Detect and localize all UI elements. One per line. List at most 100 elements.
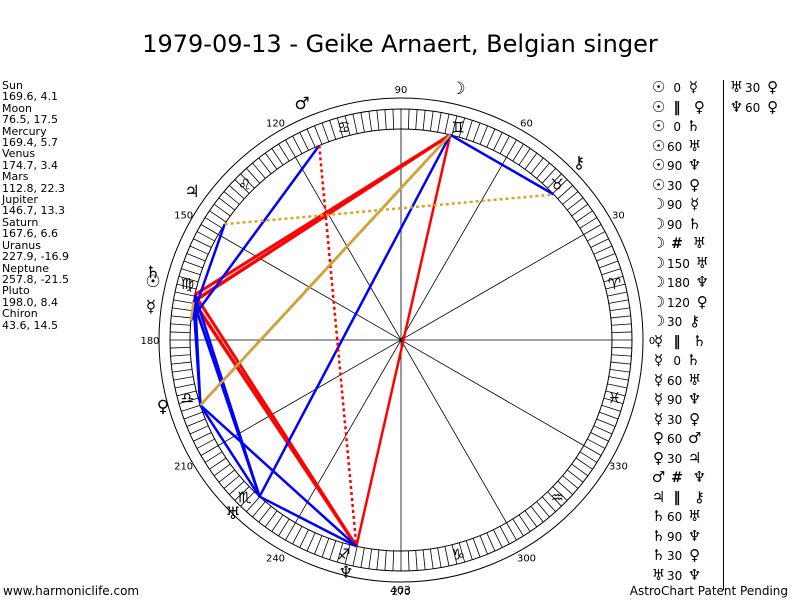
degree-tick xyxy=(178,275,199,283)
aspect-row: ♅ 30 ♀ xyxy=(728,78,781,98)
aspect-angle: 30 xyxy=(667,451,683,466)
aspect-row: ♀ 30 ♃ xyxy=(650,449,711,469)
degree-tick xyxy=(183,411,203,420)
mercury-glyph: ☿ xyxy=(146,297,156,317)
degree-tick xyxy=(611,323,632,326)
degree-tick xyxy=(493,132,503,151)
degree-label: 120 xyxy=(266,119,285,130)
aspect-planet-2: ♀ xyxy=(693,97,705,116)
degree-tick xyxy=(472,122,481,142)
degree-tick xyxy=(376,110,380,131)
degree-tick xyxy=(596,253,616,262)
planet-name: Saturn xyxy=(2,215,39,229)
aspect-row: ☽ 120 ♀ xyxy=(650,293,711,313)
degree-tick xyxy=(170,346,191,349)
degree-tick xyxy=(246,496,261,512)
degree-tick xyxy=(444,546,450,567)
aspect-planet-1: ☿ xyxy=(653,409,664,428)
aspect-line xyxy=(224,193,554,226)
degree-tick xyxy=(306,128,316,148)
degree-tick xyxy=(499,135,510,154)
degree-tick xyxy=(605,283,626,290)
degree-label: 180 xyxy=(140,336,159,347)
degree-tick xyxy=(278,518,290,537)
degree-tick xyxy=(252,501,266,518)
degree-tick xyxy=(530,506,544,523)
degree-tick xyxy=(429,111,434,132)
degree-tick xyxy=(611,346,632,349)
degree-tick xyxy=(299,132,309,151)
degree-tick xyxy=(171,361,192,365)
aspect-planet-1: ☉ xyxy=(651,156,666,174)
aspect-angle: # xyxy=(671,236,683,252)
aspect-row: ☽ 180 ♆ xyxy=(650,273,711,293)
degree-tick xyxy=(376,549,380,570)
aspect-row: ☽ 30 ⚷ xyxy=(650,312,711,332)
degree-tick xyxy=(593,425,613,435)
degree-tick xyxy=(264,152,278,170)
aspect-angle: 90 xyxy=(667,159,683,173)
degree-tick xyxy=(609,307,630,312)
aspect-planet-2: ♆ xyxy=(687,526,702,545)
aspect-angle: 60 xyxy=(667,510,683,524)
aspect-row: ☿ 60 ♅ xyxy=(650,371,711,391)
degree-tick xyxy=(608,376,629,381)
zodiac-sign-glyph: ♒ xyxy=(551,488,564,506)
aspect-planet-2: ♀ xyxy=(689,546,701,564)
aspect-line xyxy=(199,404,358,548)
degree-tick xyxy=(562,475,579,489)
degree-tick xyxy=(587,231,606,242)
aspect-angle: 120 xyxy=(667,295,690,310)
aspect-planet-1: ☿ xyxy=(653,351,664,369)
degree-tick xyxy=(264,510,278,528)
degree-tick xyxy=(415,109,418,130)
degree-tick xyxy=(603,275,624,283)
zodiac-sign-glyph: ♓ xyxy=(608,389,621,407)
aspect-planet-1: ☿ xyxy=(653,390,664,408)
aspect-angle: 30 xyxy=(667,412,683,427)
aspect-row: ☉ ‖ ♀ xyxy=(650,98,711,118)
jupiter-glyph: ♃ xyxy=(184,182,199,202)
degree-label: 300 xyxy=(517,553,536,564)
planet-values: 174.7, 3.4 xyxy=(2,158,58,172)
aspect-line xyxy=(199,133,452,407)
degree-tick xyxy=(189,245,209,255)
degree-tick xyxy=(610,315,631,319)
degree-tick xyxy=(583,224,602,235)
aspect-line xyxy=(189,301,195,321)
degree-tick xyxy=(562,191,579,205)
degree-tick xyxy=(530,157,544,174)
degree-tick xyxy=(479,535,488,555)
degree-tick xyxy=(429,548,434,569)
degree-tick xyxy=(557,480,573,495)
degree-tick xyxy=(285,522,296,541)
aspect-angle: 60 xyxy=(667,373,683,388)
aspect-line xyxy=(258,134,452,498)
aspect-angle: 60 xyxy=(667,432,683,446)
degree-label: 90 xyxy=(395,85,408,96)
degree-tick xyxy=(329,540,337,560)
aspect-table-col1: ☉ 0 ☿ ☉ ‖ ♀ ☉ 0 ♄ ☉ 60 ♅ ☉ 90 ♆ ☉ 30 ♀ ☽ 90 ☿ ☽ 90 ♄ ☽ # … xyxy=(650,78,711,585)
aspect-angle: 150 xyxy=(667,256,690,271)
aspect-row: ☽ 150 ♅ xyxy=(650,254,711,274)
aspect-row: ♆ 60 ♀ xyxy=(728,98,781,118)
degree-tick xyxy=(186,418,206,427)
degree-tick xyxy=(465,120,473,140)
degree-tick xyxy=(368,111,373,132)
degree-label: 330 xyxy=(609,462,628,473)
aspect-angle: 90 xyxy=(667,217,683,232)
degree-tick xyxy=(183,260,203,269)
degree-tick xyxy=(407,109,410,130)
degree-tick xyxy=(246,168,261,184)
degree-tick xyxy=(352,546,358,567)
aspect-planet-2: ♄ xyxy=(686,117,701,135)
aspect-planet-2: ♅ xyxy=(695,253,709,272)
planet-values: 167.6, 6.6 xyxy=(2,227,58,241)
degree-tick xyxy=(506,522,517,541)
aspect-row: ☿ 30 ♀ xyxy=(650,410,711,430)
aspect-angle: 0 xyxy=(673,354,681,368)
degree-tick xyxy=(499,526,510,545)
zodiac-sign-glyph: ♊ xyxy=(451,119,464,137)
degree-tick xyxy=(173,376,194,381)
